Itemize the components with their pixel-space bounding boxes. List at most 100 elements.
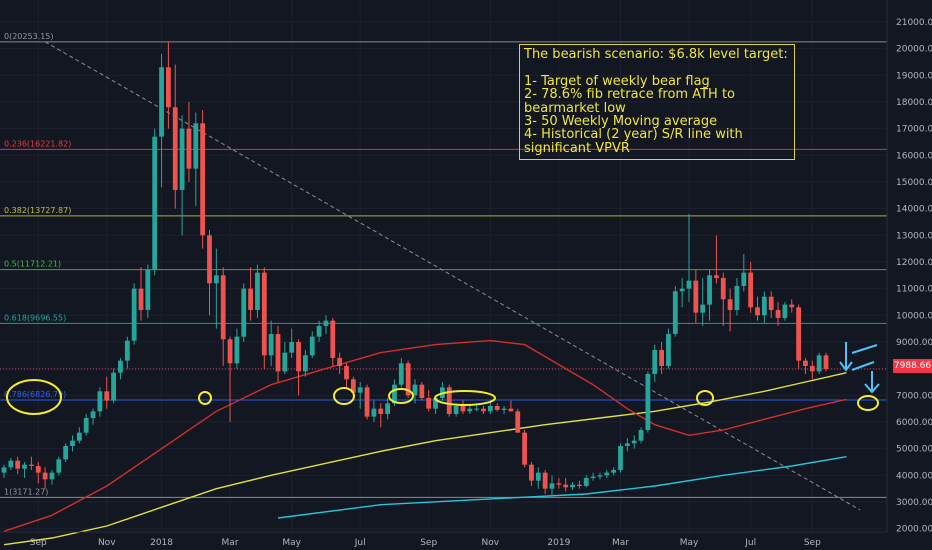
candle [652, 344, 658, 382]
candle [323, 315, 329, 334]
candle [590, 472, 596, 481]
yellow-circle-marker [434, 390, 496, 406]
candle [446, 384, 452, 417]
candle-body [494, 405, 500, 410]
candle-body [748, 272, 754, 308]
candle-body [309, 336, 315, 356]
bearish-scenario-note: The bearish scenario: $6.8k level target… [519, 44, 795, 160]
candle [83, 413, 89, 436]
candle-body [179, 128, 185, 190]
candle [809, 360, 815, 380]
y-tick-label: 17000.00 [896, 125, 932, 135]
candle-body [501, 408, 507, 410]
candle-body [193, 123, 199, 169]
candle-body [522, 432, 527, 465]
candle-body [686, 280, 692, 289]
fib-level-label: 0.618(9696.55) [4, 313, 66, 322]
candle-body [111, 372, 116, 401]
x-tick-label: Jul [744, 538, 756, 548]
candle-body [693, 280, 699, 313]
candle [775, 301, 781, 326]
candle [782, 301, 788, 321]
time-axis[interactable]: Sep Nov 2018 Mar May Jul Sep Nov 2019 Mar May Jul Se… [0, 531, 887, 548]
candle-body [234, 336, 240, 364]
candle [563, 477, 569, 492]
note-line: significant VPVR [524, 140, 630, 156]
candle-body [789, 304, 795, 308]
candle [255, 264, 260, 318]
candle [659, 341, 664, 374]
candle [104, 376, 110, 409]
candle-body [385, 403, 390, 414]
candle [803, 357, 808, 374]
candle-body [124, 340, 130, 361]
candle-body [535, 472, 541, 481]
yellow-circle-marker [198, 391, 212, 405]
note-line [524, 61, 790, 74]
candle-body [659, 349, 664, 366]
candle-body [42, 472, 48, 480]
candle [460, 400, 466, 414]
fib-level-label: 0.5(11712.21) [4, 260, 61, 269]
x-tick-label: Mar [222, 538, 239, 548]
candle-body [412, 384, 418, 396]
candle [261, 267, 267, 369]
price-axis[interactable]: 21000.00 20000.00 19000.00 18000.00 17000.00… [886, 0, 932, 535]
x-tick-label: May [680, 538, 699, 548]
candle [768, 291, 774, 318]
candle [1, 464, 7, 478]
candle-body [29, 464, 34, 466]
candle-body [577, 484, 582, 486]
y-tick-label: 14000.00 [896, 205, 932, 215]
candle [49, 469, 55, 485]
candle-body [159, 67, 164, 137]
candle-body [1, 467, 7, 473]
candle-body [570, 484, 575, 488]
candle-body [460, 405, 466, 412]
candle-body [323, 320, 329, 326]
candle-body [275, 333, 281, 372]
candle-body [583, 477, 589, 486]
candle [303, 349, 308, 377]
candle-body [508, 408, 514, 412]
x-tick-label: Sep [420, 538, 437, 548]
candle [789, 299, 795, 313]
candle [296, 339, 301, 396]
candle [42, 467, 48, 489]
candle-body [652, 349, 658, 374]
candle-body [734, 285, 740, 310]
candle [631, 435, 637, 449]
candle-body [816, 355, 822, 372]
x-tick-label: 2019 [547, 538, 570, 548]
candle-body [166, 67, 171, 108]
candle [556, 477, 562, 489]
candle [686, 213, 692, 302]
candle-body [357, 387, 363, 393]
trendline-segment [44, 41, 861, 511]
candle-body [755, 307, 760, 316]
candle [316, 320, 322, 342]
candle-body [83, 417, 89, 433]
candle-body [282, 352, 288, 372]
moving-average-line [3, 372, 847, 546]
candle [152, 128, 158, 276]
candle-body [645, 373, 651, 430]
cyan-flag-channel [851, 344, 878, 371]
candle [118, 357, 123, 380]
candle-body [604, 472, 610, 476]
fib-level-label: 0.382(13727.87) [4, 206, 71, 215]
candle-body [590, 476, 596, 478]
note-line: bearmarket low [524, 100, 626, 116]
candle-body [15, 460, 21, 469]
candle [357, 381, 363, 409]
candle-body [563, 484, 569, 488]
candle [8, 457, 14, 470]
candle-body [303, 355, 308, 372]
candle-body [248, 288, 253, 310]
fib-level-label: 1(3171.27) [4, 487, 48, 496]
cyan-arrow [864, 371, 880, 394]
candle-body [76, 432, 82, 441]
candle [755, 296, 760, 321]
fib-level-label: 0(20253.15) [4, 32, 54, 41]
